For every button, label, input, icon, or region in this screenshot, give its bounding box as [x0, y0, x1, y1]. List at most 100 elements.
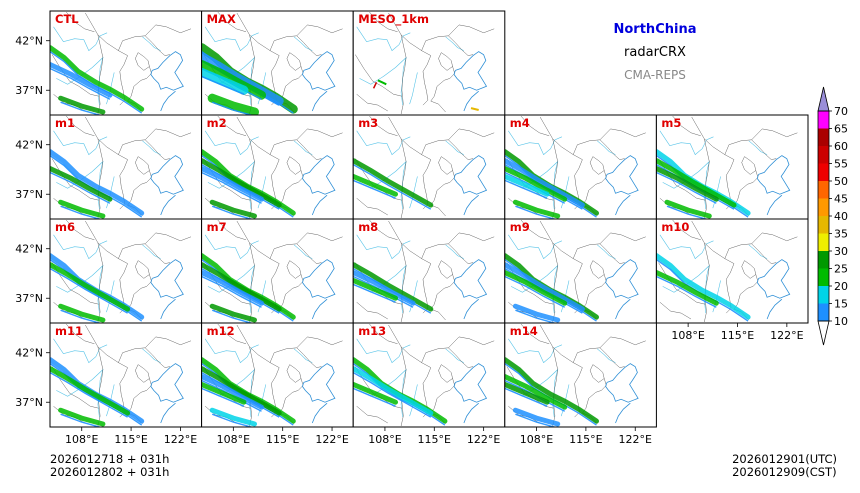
province-border: [552, 346, 558, 427]
river-line: [748, 140, 768, 155]
coastline: [311, 90, 328, 112]
echo-band-edge: [504, 387, 548, 407]
x-tick-label: 122°E: [164, 433, 197, 446]
echo-band-edge: [211, 309, 254, 323]
echo-band-edge: [353, 387, 396, 407]
echo-band-edge: [353, 371, 432, 418]
colorbar-tick-label: 45: [834, 193, 848, 206]
echo-band: [58, 303, 106, 323]
province-border: [572, 347, 625, 368]
valid-utc: 2026012901(UTC): [732, 452, 837, 466]
coastline: [160, 298, 176, 320]
coastline: [453, 363, 488, 403]
province-border: [269, 35, 322, 56]
panel-label: m6: [55, 220, 75, 234]
province-border: [217, 323, 247, 345]
x-tick-label: 122°E: [619, 433, 652, 446]
province-border: [145, 24, 192, 36]
coastline: [311, 298, 328, 320]
province-border: [599, 336, 646, 348]
province-border: [296, 128, 343, 140]
echo-band-edge: [201, 171, 262, 204]
coastline: [463, 90, 479, 112]
coastline: [160, 194, 176, 216]
echo-band-edge: [60, 309, 102, 323]
province-border: [589, 260, 605, 279]
echo-band-edge: [60, 205, 102, 219]
colorbar-tick-label: 65: [834, 123, 848, 136]
river-line: [597, 140, 616, 155]
province-border: [539, 220, 553, 243]
echo-band-edge: [50, 67, 111, 100]
coastline: [766, 298, 783, 320]
river-line: [445, 348, 465, 363]
province-border: [520, 115, 550, 137]
x-tick-label: 115°E: [721, 329, 754, 342]
y-tick-label: 37°N: [15, 188, 43, 201]
init-cst: 2026012802 + 031h: [50, 465, 170, 479]
coastline: [453, 155, 488, 195]
y-tick-label: 42°N: [15, 243, 43, 256]
echo-band: [353, 277, 399, 301]
init-utc: 2026012718 + 031h: [50, 452, 170, 466]
province-border: [400, 34, 432, 106]
x-tick-label: 115°E: [569, 433, 602, 446]
province-border: [599, 128, 646, 140]
river-line: [53, 130, 108, 156]
echo-band: [50, 366, 131, 416]
map-panel: m13 108°E 115°E 122°E: [352, 322, 506, 446]
river-line: [356, 130, 411, 156]
province-border: [249, 34, 255, 115]
province-border: [430, 66, 455, 113]
colorbar-under-arrow: [817, 320, 830, 346]
province-border: [741, 156, 757, 175]
province-border: [751, 232, 798, 244]
colorbar-segment: [818, 251, 829, 269]
province-border: [356, 198, 388, 216]
panel-frame: [504, 322, 657, 428]
province-border: [659, 302, 692, 320]
colorbar-tick-label: 30: [834, 245, 848, 258]
echo-band: [201, 366, 282, 416]
province-border: [135, 156, 150, 175]
colorbar-segment: [818, 268, 829, 286]
colorbar-segment: [818, 163, 829, 181]
colorbar-segment: [818, 128, 829, 146]
province-border: [421, 35, 474, 56]
river-line: [597, 244, 616, 259]
province-border: [135, 260, 150, 279]
province-border: [388, 116, 402, 139]
echo-band: [353, 173, 399, 197]
coastline: [301, 363, 336, 403]
echo-band: [58, 199, 106, 219]
province-border: [356, 406, 388, 424]
echo-band-edge: [50, 371, 128, 418]
coastline: [463, 298, 479, 320]
panel-label: m11: [55, 324, 83, 338]
province-border: [691, 116, 705, 139]
province-border: [430, 170, 455, 217]
coastline: [150, 155, 184, 195]
echo-band: [207, 93, 260, 115]
river-line: [508, 130, 563, 156]
echo-band: [201, 374, 265, 410]
province-border: [599, 232, 646, 244]
colorbar-tick-label: 70: [834, 105, 848, 118]
echo-band: [377, 79, 387, 86]
province-border: [438, 260, 453, 279]
colorbar-segment: [818, 233, 829, 251]
echo-band-edge: [201, 275, 262, 308]
x-tick-label: 108°E: [520, 433, 553, 446]
province-border: [236, 324, 250, 347]
river-line: [356, 26, 411, 52]
colorbar: 10 15 20 25 30 35 40 45 50 55 60 65 70: [817, 86, 848, 346]
province-border: [369, 323, 398, 345]
map-panel: m6 42°N 37°N: [15, 218, 203, 324]
province-border: [85, 116, 99, 139]
province-border: [236, 220, 250, 243]
colorbar-tick-label: 15: [834, 298, 848, 311]
echo-band-edge: [353, 283, 396, 303]
province-border: [118, 243, 170, 264]
map-panel: m11 42°N 37°N 108°E 115°E 122°E: [15, 322, 203, 446]
province-border: [97, 346, 104, 427]
